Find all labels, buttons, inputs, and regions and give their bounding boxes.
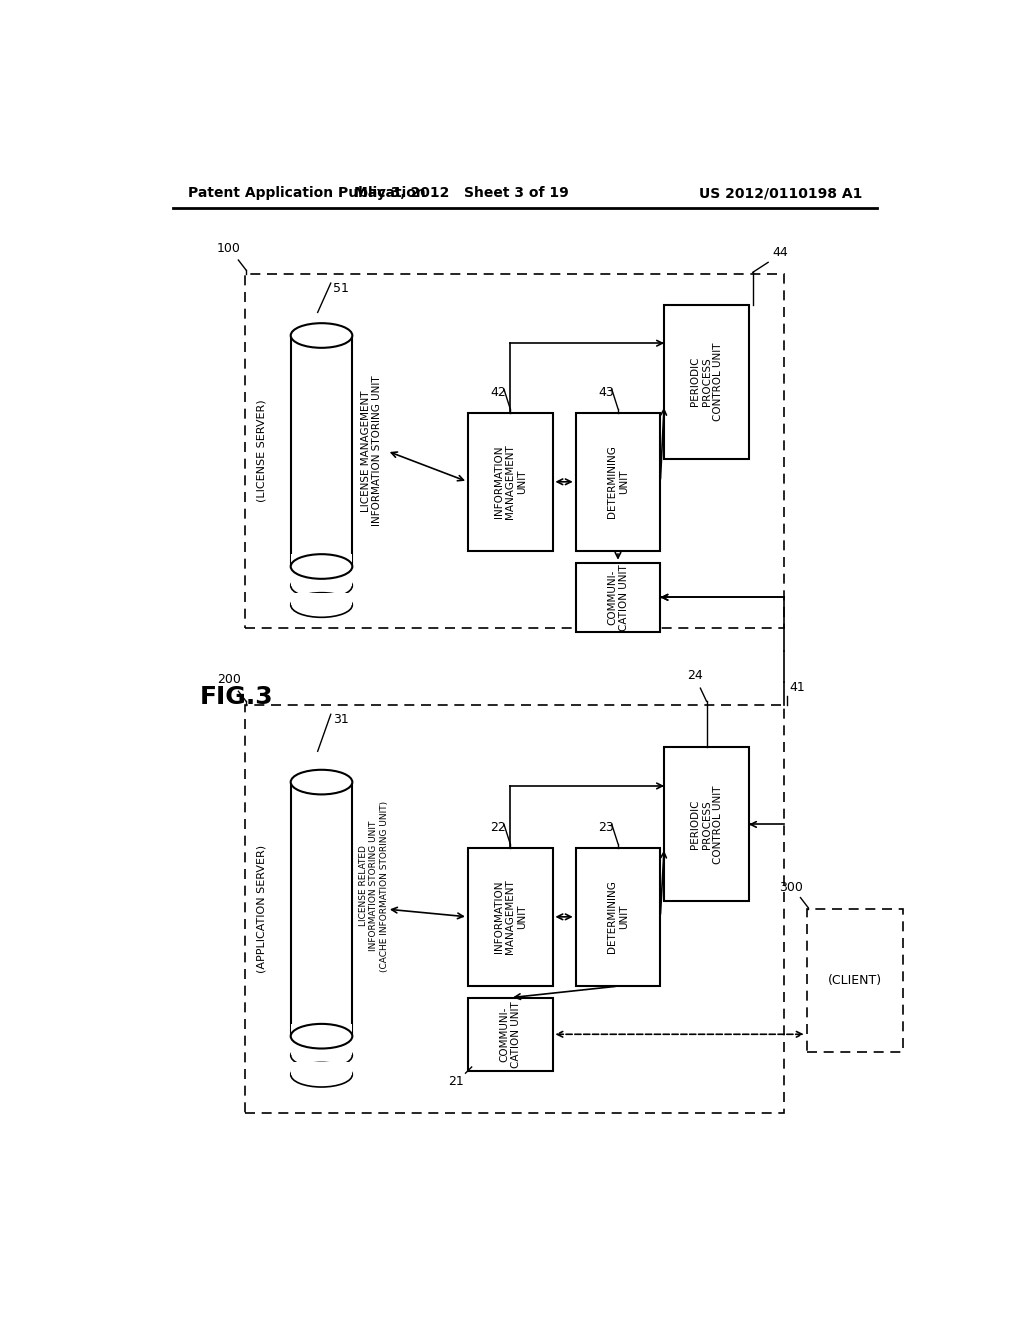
Text: 100: 100: [217, 242, 241, 255]
Bar: [291, 1024, 352, 1036]
Bar: [575, 562, 660, 632]
Bar: [245, 275, 783, 628]
Text: 43: 43: [598, 385, 614, 399]
Text: 200: 200: [217, 673, 241, 686]
Bar: [665, 305, 749, 459]
Text: May 3, 2012   Sheet 3 of 19: May 3, 2012 Sheet 3 of 19: [354, 186, 569, 201]
Bar: [291, 1043, 352, 1056]
Bar: [291, 335, 352, 566]
Bar: [245, 705, 783, 1113]
Ellipse shape: [291, 1024, 352, 1048]
Bar: [468, 998, 553, 1071]
Bar: [291, 781, 352, 1036]
Text: LICENSE RELATED
INFORMATION STORING UNIT
(CACHE INFORMATION STORING UNIT): LICENSE RELATED INFORMATION STORING UNIT…: [359, 800, 389, 972]
Ellipse shape: [291, 554, 352, 578]
Text: (APPLICATION SERVER): (APPLICATION SERVER): [256, 845, 266, 973]
Ellipse shape: [291, 1063, 352, 1088]
Text: Patent Application Publication: Patent Application Publication: [188, 186, 426, 201]
Text: DETERMINING
UNIT: DETERMINING UNIT: [607, 445, 629, 519]
Text: FIG.3: FIG.3: [200, 685, 273, 709]
Text: (LICENSE SERVER): (LICENSE SERVER): [256, 400, 266, 503]
Bar: [575, 413, 660, 552]
Bar: [468, 847, 553, 986]
Bar: [291, 1063, 352, 1074]
Text: 22: 22: [490, 821, 506, 834]
Bar: [291, 554, 352, 566]
Text: 44: 44: [772, 246, 787, 259]
Text: (CLIENT): (CLIENT): [827, 974, 882, 987]
Text: DETERMINING
UNIT: DETERMINING UNIT: [607, 880, 629, 953]
Text: 42: 42: [490, 385, 506, 399]
Bar: [291, 573, 352, 586]
Bar: [575, 847, 660, 986]
Text: 41: 41: [790, 681, 806, 693]
Text: COMMUNI-
CATION UNIT: COMMUNI- CATION UNIT: [500, 1001, 521, 1068]
Bar: [291, 593, 352, 605]
Ellipse shape: [291, 573, 352, 598]
Text: PERIODIC
PROCESS
CONTROL UNIT: PERIODIC PROCESS CONTROL UNIT: [690, 785, 723, 863]
Bar: [468, 413, 553, 552]
Text: LICENSE MANAGEMENT
INFORMATION STORING UNIT: LICENSE MANAGEMENT INFORMATION STORING U…: [360, 376, 382, 527]
Ellipse shape: [291, 1043, 352, 1068]
Ellipse shape: [291, 770, 352, 795]
Ellipse shape: [291, 593, 352, 618]
Bar: [665, 747, 749, 902]
Ellipse shape: [291, 323, 352, 348]
Bar: [807, 909, 903, 1052]
Text: INFORMATION
MANAGEMENT
UNIT: INFORMATION MANAGEMENT UNIT: [494, 445, 526, 519]
Text: 23: 23: [598, 821, 614, 834]
Text: COMMUNI-
CATION UNIT: COMMUNI- CATION UNIT: [607, 564, 629, 631]
Text: PERIODIC
PROCESS
CONTROL UNIT: PERIODIC PROCESS CONTROL UNIT: [690, 342, 723, 421]
Text: 300: 300: [779, 880, 803, 894]
Text: US 2012/0110198 A1: US 2012/0110198 A1: [698, 186, 862, 201]
Text: 31: 31: [333, 713, 349, 726]
Text: 24: 24: [687, 669, 702, 682]
Text: 51: 51: [333, 281, 349, 294]
Text: INFORMATION
MANAGEMENT
UNIT: INFORMATION MANAGEMENT UNIT: [494, 879, 526, 954]
Text: 21: 21: [449, 1074, 464, 1088]
